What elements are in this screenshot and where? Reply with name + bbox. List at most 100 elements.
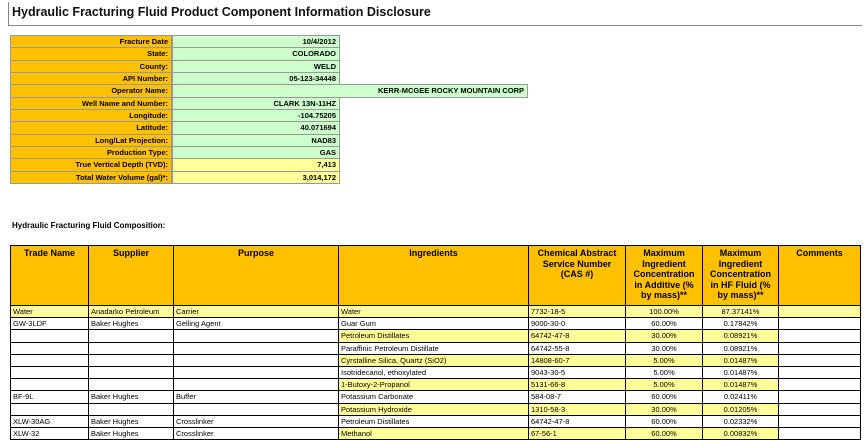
info-label: Longitude:	[10, 108, 172, 123]
info-value: 40.071694	[172, 121, 340, 135]
empty-cell	[778, 329, 861, 343]
info-value: 7,413	[172, 158, 340, 172]
info-value: 3,014,172	[172, 170, 340, 184]
table-cell: 0.08921%	[702, 329, 779, 343]
empty-cell	[88, 378, 174, 392]
table-cell: 9000-30-0	[528, 317, 626, 331]
table-cell: 0.02332%	[702, 414, 779, 428]
table-header: Ingredients	[338, 245, 529, 306]
table-cell: Paraffinic Petroleum Distillate	[338, 341, 529, 355]
info-value: 10/4/2012	[172, 35, 340, 49]
table-header: Trade Name	[10, 245, 89, 306]
empty-cell	[173, 353, 339, 367]
table-cell: 0.02411%	[702, 390, 779, 404]
table-cell: GW-3LDF	[10, 317, 89, 331]
info-value: 05-123-34448	[172, 71, 340, 86]
empty-cell	[10, 341, 89, 355]
table-cell: 60.00%	[625, 390, 703, 404]
table-cell: XLW-32	[10, 427, 89, 440]
empty-cell	[10, 402, 89, 416]
table-cell: 0.01205%	[702, 402, 779, 416]
empty-cell	[173, 341, 339, 355]
empty-cell	[778, 341, 861, 355]
table-cell: 64742-47-8	[528, 329, 626, 343]
table-cell: BF-9L	[10, 390, 89, 404]
table-cell: 60.00%	[625, 414, 703, 428]
empty-cell	[10, 378, 89, 392]
table-cell: Cyrstalline Silica, Quartz (SiO2)	[338, 353, 529, 367]
table-cell: XLW-30AG	[10, 414, 89, 428]
table-cell: 0.00832%	[702, 427, 779, 440]
info-value: NAD83	[172, 133, 340, 147]
info-value: -104.75205	[172, 108, 340, 123]
table-cell: 584-08-7	[528, 390, 626, 404]
table-cell: 0.01487%	[702, 353, 779, 367]
empty-cell	[88, 353, 174, 367]
table-header: Maximum Ingredient Concentration in HF F…	[702, 245, 779, 306]
table-cell: 5131-66-8	[528, 378, 626, 392]
table-cell: 0.17842%	[702, 317, 779, 331]
table-cell: Baker Hughes	[88, 414, 174, 428]
table-cell: Crosslinker	[173, 427, 339, 440]
empty-cell	[173, 402, 339, 416]
info-value: KERR-MCGEE ROCKY MOUNTAIN CORP	[172, 84, 528, 98]
table-cell: 30.00%	[625, 329, 703, 343]
table-cell: 1310-58-3	[528, 402, 626, 416]
info-label: Long/Lat Projection:	[10, 133, 172, 147]
table-cell: 60.00%	[625, 427, 703, 440]
empty-cell	[88, 402, 174, 416]
empty-cell	[10, 329, 89, 343]
info-value: COLORADO	[172, 47, 340, 61]
info-label: Operator Name:	[10, 84, 172, 98]
table-cell: Methanol	[338, 427, 529, 440]
table-cell: 67-56-1	[528, 427, 626, 440]
table-cell: Potassium Hydroxide	[338, 402, 529, 416]
info-label: Total Water Volume (gal)*:	[10, 170, 172, 184]
empty-cell	[88, 341, 174, 355]
table-cell: Petroleum Distillates	[338, 329, 529, 343]
empty-cell	[778, 402, 861, 416]
table-cell: 64742-47-8	[528, 414, 626, 428]
info-value: WELD	[172, 59, 340, 73]
table-cell: 30.00%	[625, 341, 703, 355]
table-cell: 0.08921%	[702, 341, 779, 355]
table-cell: Petroleum Distillates	[338, 414, 529, 428]
info-label: True Vertical Depth (TVD):	[10, 158, 172, 172]
empty-cell	[778, 427, 861, 440]
info-value: CLARK 13N-11HZ	[172, 96, 340, 110]
table-cell: Crosslinker	[173, 414, 339, 428]
table-header: Supplier	[88, 245, 174, 306]
table-cell: 5.00%	[625, 353, 703, 367]
table-cell: Buffer	[173, 390, 339, 404]
info-label: Production Type:	[10, 145, 172, 160]
table-cell: 14808-60-7	[528, 353, 626, 367]
table-cell: 30.00%	[625, 402, 703, 416]
table-cell: Baker Hughes	[88, 427, 174, 440]
info-label: Fracture Date	[10, 35, 172, 49]
title-frame	[8, 2, 862, 26]
table-header: Comments	[778, 245, 861, 306]
empty-cell	[10, 353, 89, 367]
info-label: API Number:	[10, 71, 172, 86]
info-label: Well Name and Number:	[10, 96, 172, 110]
empty-cell	[88, 329, 174, 343]
table-cell: Baker Hughes	[88, 317, 174, 331]
composition-caption: Hydraulic Fracturing Fluid Composition:	[12, 221, 166, 230]
table-cell: 1-Butoxy-2-Propanol	[338, 378, 529, 392]
table-cell: 60.00%	[625, 317, 703, 331]
info-label: State:	[10, 47, 172, 61]
empty-cell	[778, 378, 861, 392]
empty-cell	[778, 317, 861, 331]
table-cell: 0.01487%	[702, 378, 779, 392]
table-header: Maximum Ingredient Concentration in Addi…	[625, 245, 703, 306]
table-cell: Guar Gum	[338, 317, 529, 331]
table-cell: Gelling Agent	[173, 317, 339, 331]
table-cell: Baker Hughes	[88, 390, 174, 404]
table-cell: 5.00%	[625, 378, 703, 392]
empty-cell	[778, 353, 861, 367]
info-label: County:	[10, 59, 172, 73]
table-cell: 64742-55-8	[528, 341, 626, 355]
empty-cell	[778, 414, 861, 428]
table-header: Chemical Abstract Service Number (CAS #)	[528, 245, 626, 306]
table-header: Purpose	[173, 245, 339, 306]
